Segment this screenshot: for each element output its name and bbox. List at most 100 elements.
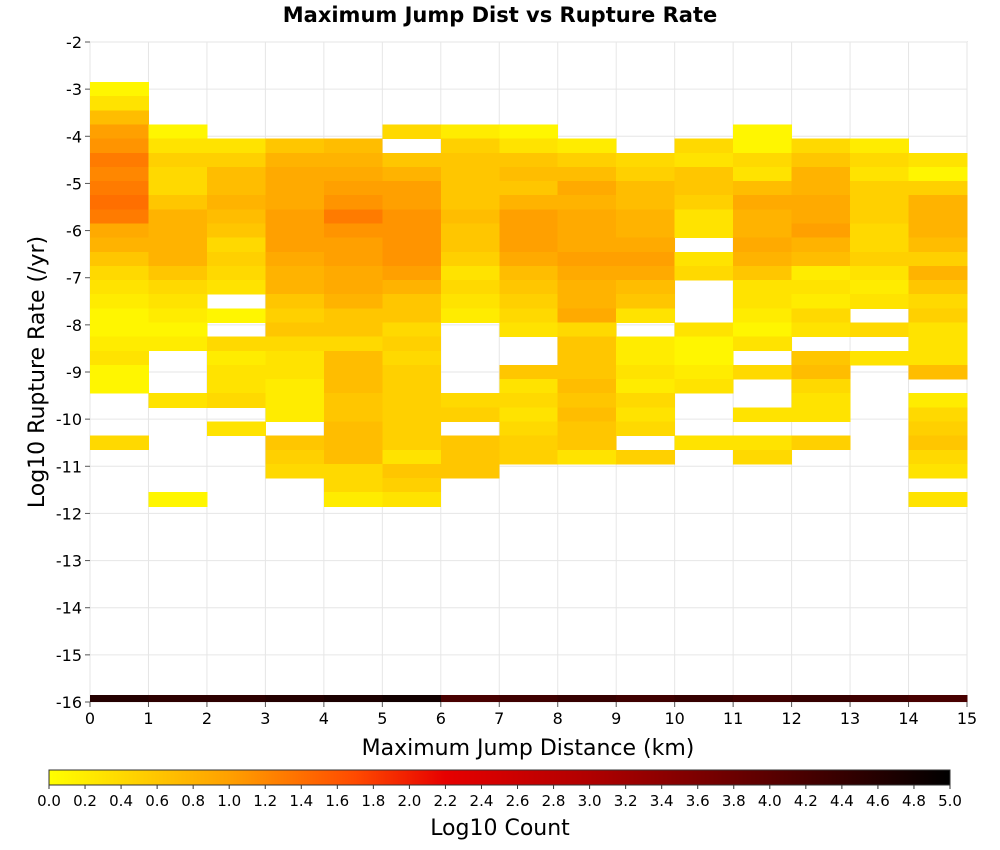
heatmap-cell	[908, 280, 968, 295]
heatmap-cell	[206, 223, 266, 239]
heatmap-cell	[90, 124, 149, 140]
heatmap-cell	[791, 251, 851, 267]
heatmap-cell	[499, 195, 559, 210]
heatmap-cell	[382, 478, 442, 493]
heatmap-cell	[616, 350, 676, 366]
y-axis-ticks: -2 -3 -4 -5 -6 -7 -8 -9 -10 -11 -12 -13 -14 -15 -16	[56, 33, 90, 712]
heatmap-cell	[791, 152, 851, 168]
heatmap-cell	[206, 138, 266, 154]
heatmap-cell	[850, 251, 909, 267]
heatmap-cell	[206, 421, 266, 437]
heatmap-cell	[206, 209, 266, 224]
heatmap-cell	[557, 265, 617, 281]
heatmap-cell	[908, 223, 968, 239]
heatmap-cell	[382, 421, 442, 437]
heatmap-cell	[499, 364, 559, 380]
heatmap-cell	[265, 308, 325, 323]
colorbar-tick-label: 0.6	[145, 792, 169, 810]
heatmap-cell	[90, 152, 149, 168]
heatmap-cell	[206, 393, 266, 408]
heatmap-cell	[440, 152, 500, 168]
colorbar-tick-label: 1.2	[253, 792, 277, 810]
heatmap-cell	[908, 181, 968, 196]
heatmap-cell	[616, 407, 676, 422]
heatmap-cell	[908, 152, 968, 168]
heatmap-cell	[148, 280, 208, 295]
heatmap-cell	[908, 435, 968, 451]
heatmap-cell	[382, 251, 442, 267]
heatmap-cell	[90, 82, 149, 97]
heatmap-cell	[323, 138, 383, 154]
heatmap-cell	[557, 393, 617, 408]
baseline-cell	[206, 694, 266, 702]
heatmap-cell	[323, 237, 383, 253]
colorbar-tick-label: 3.0	[578, 792, 602, 810]
heatmap-cell	[733, 251, 792, 267]
heatmap-cell	[674, 251, 734, 267]
heatmap-cell	[90, 435, 149, 451]
heatmap-cell	[382, 492, 442, 507]
heatmap-cell	[908, 166, 968, 182]
heatmap-cell	[616, 393, 676, 408]
x-tick-label: 4	[319, 709, 329, 728]
heatmap-cell	[908, 294, 968, 309]
baseline-row	[90, 694, 968, 702]
x-tick-label: 9	[611, 709, 621, 728]
y-tick-label: -16	[56, 693, 82, 712]
heatmap-cell	[440, 435, 500, 451]
y-tick-label: -14	[56, 599, 82, 618]
heatmap-cell	[440, 294, 500, 309]
heatmap-cell	[323, 181, 383, 196]
colorbar-tick-label: 0.2	[73, 792, 97, 810]
heatmap-cell	[908, 463, 968, 479]
y-tick-label: -12	[56, 504, 82, 523]
heatmap-cell	[908, 407, 968, 422]
heatmap-cell	[908, 237, 968, 253]
heatmap-cell	[265, 166, 325, 182]
heatmap-cell	[440, 280, 500, 295]
baseline-cell	[908, 694, 968, 702]
x-axis-ticks: 0 1 2 3 4 5 6 7 8 9 10 11 12 13 14 15	[85, 702, 977, 728]
x-axis-label: Maximum Jump Distance (km)	[362, 736, 695, 761]
heatmap-cell	[148, 336, 208, 352]
heatmap-cell	[323, 209, 383, 224]
heatmap-cell	[90, 181, 149, 196]
heatmap-cell	[791, 407, 851, 422]
baseline-cell	[733, 694, 792, 702]
chart-title: Maximum Jump Dist vs Rupture Rate	[283, 3, 717, 27]
heatmap-cell	[440, 265, 500, 281]
heatmap-cell	[382, 124, 442, 140]
heatmap-cell	[557, 421, 617, 437]
heatmap-cell	[733, 138, 792, 154]
heatmap-cell	[323, 322, 383, 338]
heatmap-cell	[733, 223, 792, 239]
heatmap-cell	[440, 393, 500, 408]
heatmap-cell	[382, 195, 442, 210]
heatmap-cell	[733, 308, 792, 323]
heatmap-cell	[265, 336, 325, 352]
heatmap-cell	[148, 294, 208, 309]
heatmap-cell	[265, 322, 325, 338]
heatmap-cell	[323, 463, 383, 479]
heatmap-cell	[616, 251, 676, 267]
heatmap-cell	[557, 209, 617, 224]
heatmap-cell	[440, 195, 500, 210]
heatmap-cell	[791, 393, 851, 408]
heatmap-cell	[440, 209, 500, 224]
heatmap-cell	[733, 209, 792, 224]
y-axis-label: Log10 Rupture Rate (/yr)	[25, 236, 50, 508]
heatmap-cell	[206, 364, 266, 380]
heatmap-cell	[382, 237, 442, 253]
heatmap-cell	[557, 280, 617, 295]
heatmap-cell	[148, 492, 208, 507]
heatmap-cell	[323, 166, 383, 182]
heatmap-cell	[557, 407, 617, 422]
heatmap-cell	[733, 152, 792, 168]
baseline-cell	[440, 694, 500, 702]
colorbar-tick-label: 4.6	[866, 792, 890, 810]
heatmap-cell	[674, 350, 734, 366]
heatmap-cell	[148, 181, 208, 196]
baseline-cell	[265, 694, 325, 702]
heatmap-cell	[323, 421, 383, 437]
heatmap-cell	[265, 280, 325, 295]
